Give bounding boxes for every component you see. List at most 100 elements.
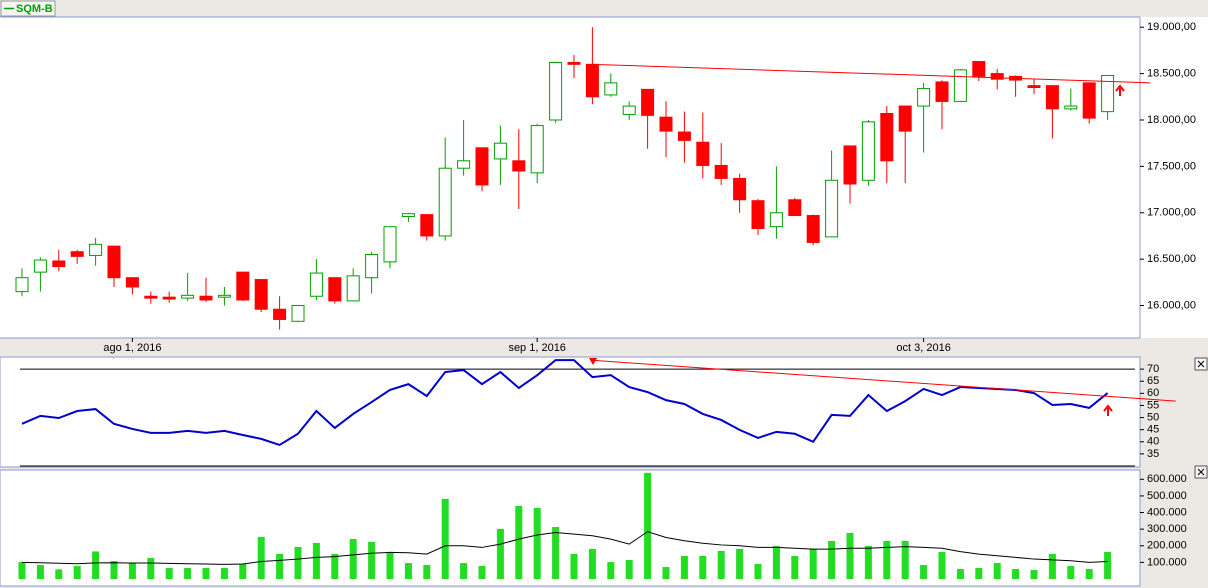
volume-bar [36,565,44,579]
volume-bar [772,545,780,579]
candle-body [162,296,176,300]
volume-bar [717,550,725,579]
x-tick-label: oct 3, 2016 [896,342,950,354]
y-tick-label: 18.000,00 [1147,114,1196,126]
volume-bar [1048,553,1056,579]
volume-bar [901,540,909,579]
volume-bar [257,536,265,579]
candle-body [990,73,1004,80]
close-button[interactable] [1194,465,1208,479]
volume-bar [147,557,155,579]
candle-body [898,105,912,132]
candle-body [383,226,397,263]
volume-bar [202,568,210,579]
y-tick-label: 45 [1147,424,1159,436]
volume-bar [110,561,118,579]
legend-box [0,0,56,17]
volume-bar [570,553,578,579]
volume-average-line [21,531,1108,565]
candle-body [328,277,342,302]
volume-bar [1085,569,1093,579]
candle-body [457,160,471,169]
candle-body [935,81,949,102]
volume-bar [809,548,817,579]
volume-bar [423,565,431,579]
close-button[interactable] [1194,357,1208,371]
trend-line [592,63,1150,84]
candle-body [512,160,526,172]
candle-body [273,308,287,320]
candle-body [549,61,563,121]
volume-bar [312,542,320,579]
volume-bar [1012,569,1020,579]
candle-body [659,116,673,132]
candle-body [733,177,747,201]
volume-bar [404,563,412,579]
volume-bar [165,568,173,579]
y-tick-label: 600.000 [1147,473,1187,485]
volume-bar [1067,566,1075,579]
y-tick-label: 16.500,00 [1147,253,1196,265]
volume-bar [791,555,799,579]
volume-bar [239,564,247,579]
volume-bar [496,528,504,579]
candle-body [181,294,195,299]
x-tick-label: sep 1, 2016 [508,342,566,354]
candle-body [1101,74,1115,113]
candle-body [1082,82,1096,119]
candle-body [604,82,618,96]
candle-body [567,61,581,65]
volume-bar [1030,570,1038,579]
candle-body [1064,105,1078,110]
y-tick-label: 200.000 [1147,540,1187,552]
volume-bar [920,565,928,579]
candle-body [825,179,839,238]
candle-body [144,295,158,299]
volume-bar [533,507,541,579]
signal-arrow [1103,404,1113,416]
volume-bar [294,546,302,579]
candle-body [33,259,47,273]
volume-bar [680,555,688,579]
candle-body [585,63,599,98]
candle-body [438,167,452,237]
candle-body [125,277,139,288]
volume-bar [754,564,762,579]
price-panel [0,17,1208,338]
candle-body [788,199,802,217]
y-tick-label: 400.000 [1147,506,1187,518]
x-tick-label: ago 1, 2016 [103,342,161,354]
volume-bar [588,548,596,579]
y-tick-label: 70 [1147,363,1159,375]
volume-bar [883,540,891,579]
volume-bar [73,566,81,579]
volume-bar [956,569,964,579]
volume-bar [552,526,560,579]
candle-body [15,277,29,293]
volume-bar [220,568,228,579]
candle-body [769,212,783,228]
volume-bar [699,555,707,579]
candle-body [696,141,710,166]
volume-bar [993,563,1001,579]
candle-body [880,112,894,162]
candle-body [917,87,931,107]
y-tick-label: 17.500,00 [1147,160,1196,172]
volume-bar [460,563,468,579]
volume-bar [975,568,983,579]
signal-arrow [1115,84,1125,96]
candle-body [365,254,379,279]
candle-body [861,121,875,181]
candle-body [677,131,691,141]
volume-bar [938,551,946,579]
candle-body [1045,85,1059,110]
volume-panel [0,469,1141,587]
volume-bar [607,562,615,579]
volume-bar [349,538,357,579]
candle-body [972,61,986,77]
candle-body [52,260,66,268]
volume-bar [828,540,836,579]
y-tick-label: 300.000 [1147,523,1187,535]
